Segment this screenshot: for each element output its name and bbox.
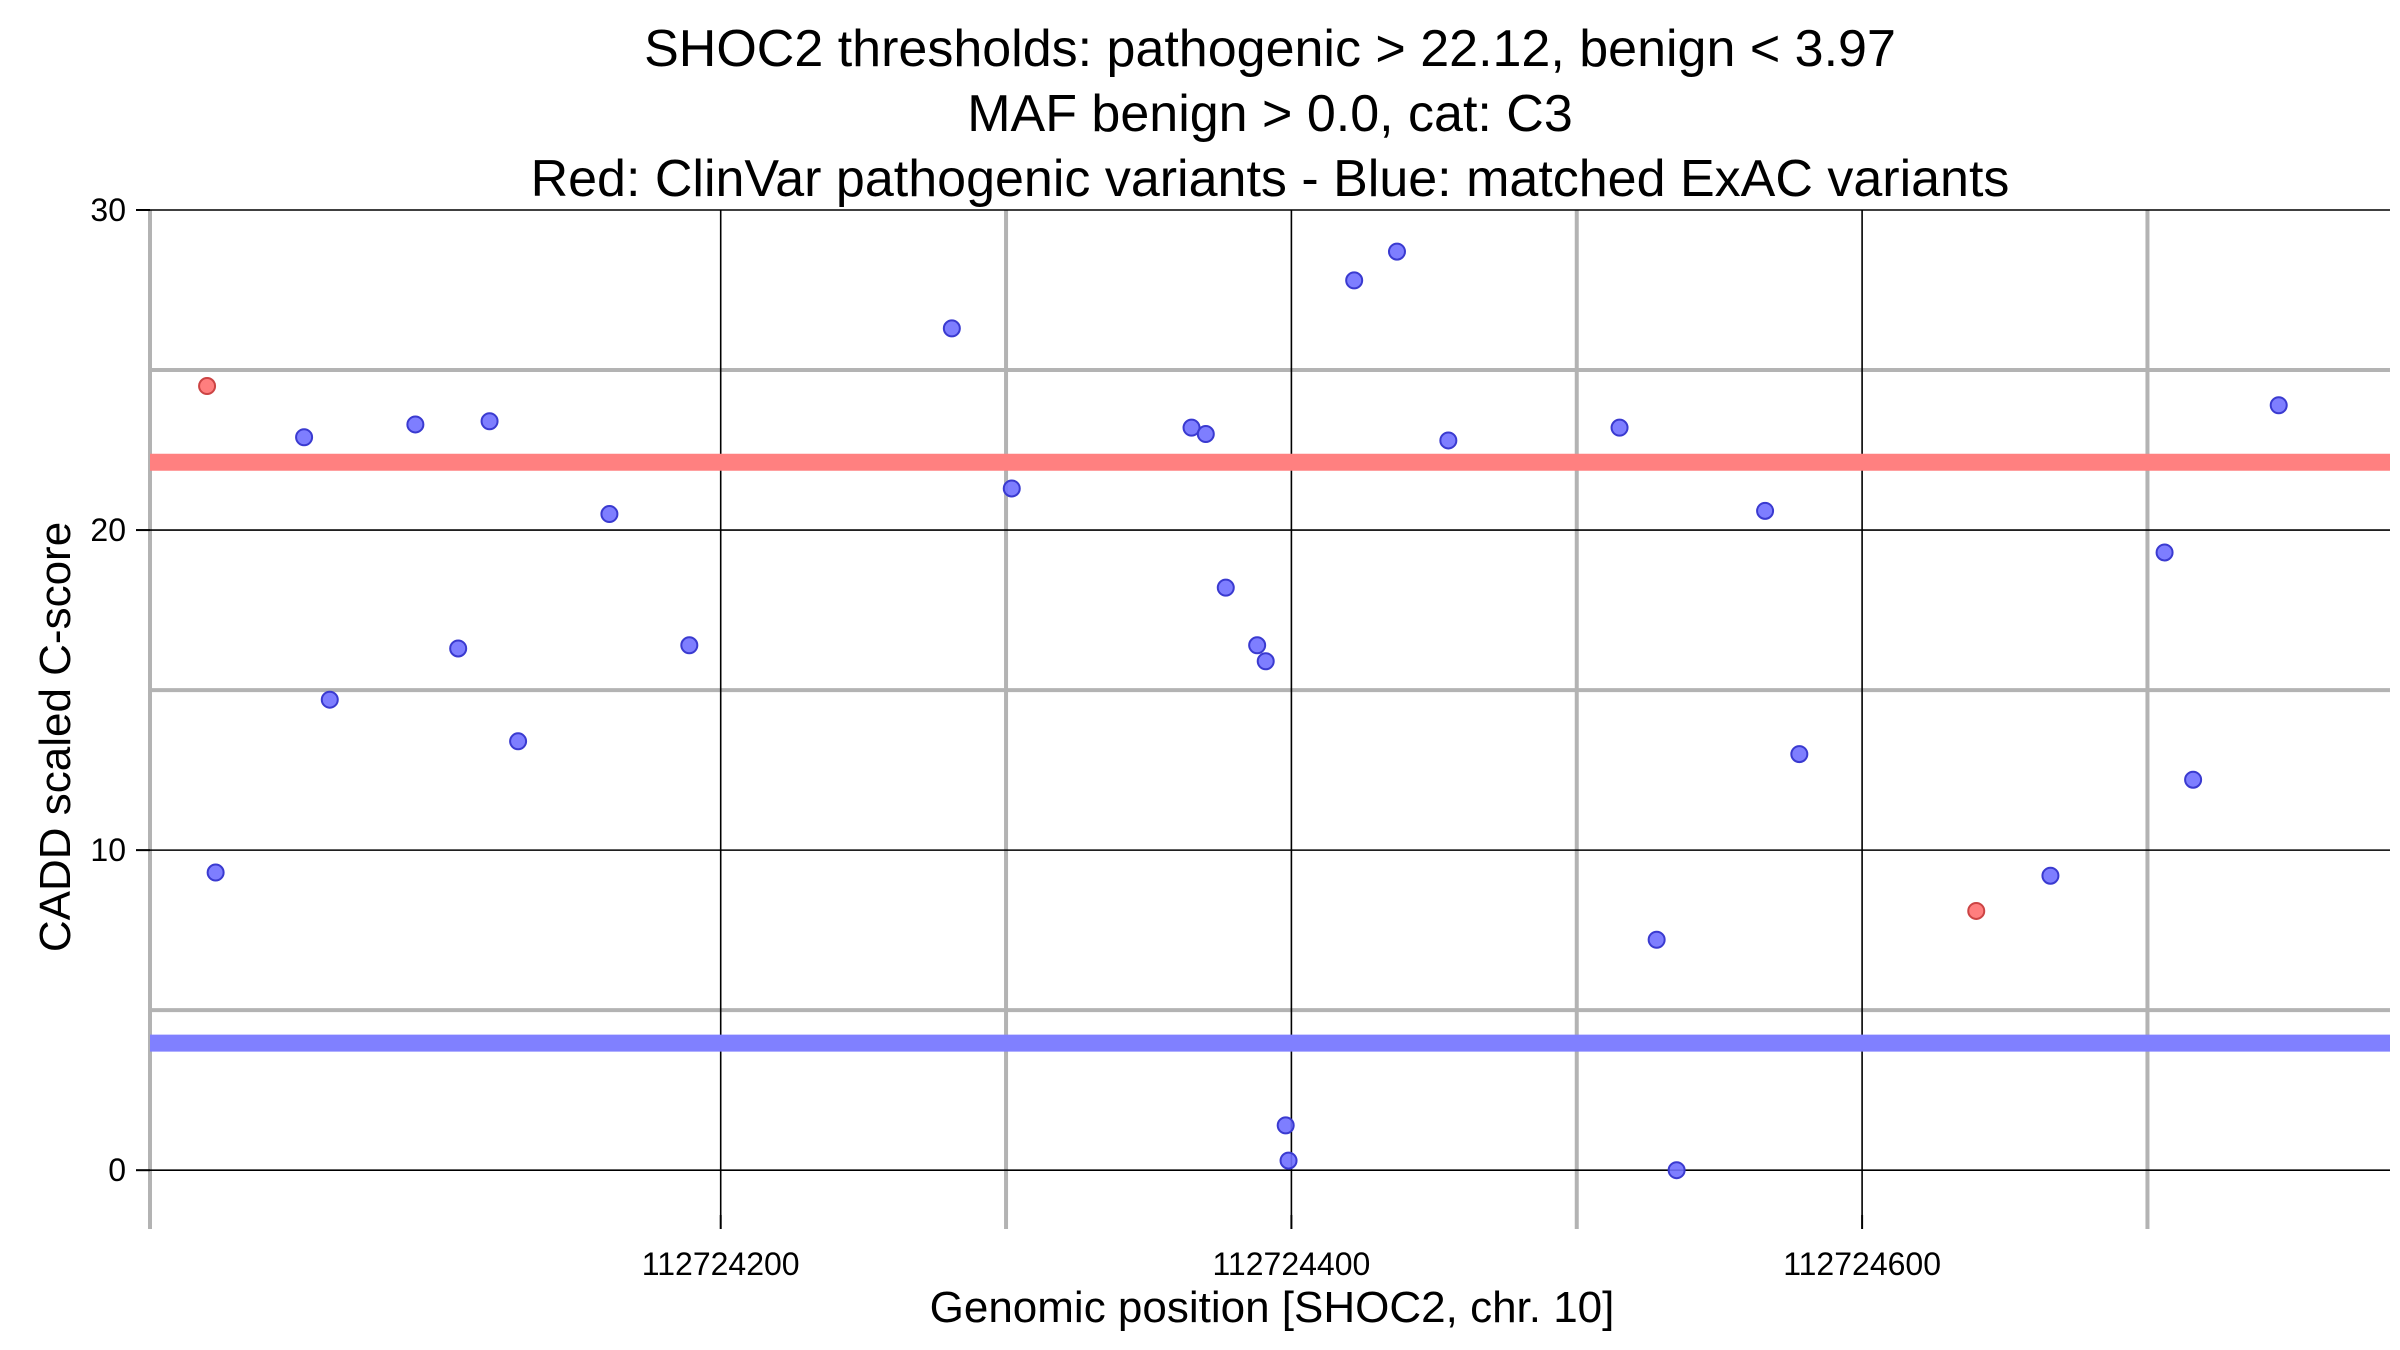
y-axis-title: CADD scaled C-score bbox=[31, 522, 80, 952]
exac-variant-point bbox=[1216, 578, 1235, 597]
y-tick-label: 20 bbox=[90, 512, 126, 548]
axis-ticks bbox=[136, 209, 2150, 1229]
exac-variant-point bbox=[1756, 501, 1775, 520]
x-tick-label: 112724400 bbox=[1213, 1246, 1371, 1282]
title-line-2: MAF benign > 0.0, cat: C3 bbox=[967, 85, 1573, 143]
x-axis-title: Genomic position [SHOC2, chr. 10] bbox=[930, 1283, 1615, 1332]
exac-variant-point bbox=[1790, 745, 1809, 764]
exac-variant-point bbox=[680, 636, 699, 655]
exac-variant-point bbox=[449, 639, 468, 658]
exac-variant-point bbox=[1196, 425, 1215, 444]
chart-title: SHOC2 thresholds: pathogenic > 22.12, be… bbox=[531, 20, 2010, 208]
data-points bbox=[198, 242, 2288, 1180]
exac-variant-point bbox=[2155, 543, 2174, 562]
exac-variant-point bbox=[1345, 271, 1364, 290]
tick-labels: 0 10 20 30 112724200 112724400 112724600 bbox=[90, 192, 1941, 1282]
exac-variant-point bbox=[1248, 636, 1267, 655]
clinvar-pathogenic-point bbox=[198, 377, 217, 396]
exac-variant-point bbox=[1002, 479, 1021, 498]
exac-variant-point bbox=[206, 863, 225, 882]
y-tick-label: 10 bbox=[90, 832, 126, 868]
title-line-3: Red: ClinVar pathogenic variants - Blue:… bbox=[531, 150, 2010, 208]
clinvar-pathogenic-point bbox=[1967, 901, 1986, 920]
exac-variant-point bbox=[1387, 242, 1406, 261]
exac-variant-point bbox=[1667, 1161, 1686, 1180]
exac-variant-point bbox=[295, 428, 314, 447]
exac-variant-point bbox=[942, 319, 961, 338]
exac-variant-point bbox=[509, 732, 528, 751]
x-tick-label: 112724600 bbox=[1783, 1246, 1941, 1282]
exac-variant-point bbox=[406, 415, 425, 434]
exac-variant-point bbox=[480, 412, 499, 431]
exac-variant-point bbox=[1276, 1116, 1295, 1135]
exac-variant-point bbox=[1256, 652, 1275, 671]
exac-variant-point bbox=[1279, 1151, 1298, 1170]
threshold-lines bbox=[150, 453, 2390, 1052]
exac-variant-point bbox=[1647, 930, 1666, 949]
y-tick-label: 30 bbox=[90, 192, 126, 228]
exac-variant-point bbox=[1439, 431, 1458, 450]
y-tick-label: 0 bbox=[108, 1152, 126, 1188]
exac-variant-point bbox=[2041, 866, 2060, 885]
title-line-1: SHOC2 thresholds: pathogenic > 22.12, be… bbox=[644, 20, 1896, 78]
exac-variant-point bbox=[2184, 770, 2203, 789]
exac-variant-point bbox=[1610, 418, 1629, 437]
exac-variant-point bbox=[600, 505, 619, 524]
exac-variant-point bbox=[320, 690, 339, 709]
exac-variant-point bbox=[2269, 396, 2288, 415]
x-tick-label: 112724200 bbox=[642, 1246, 800, 1282]
